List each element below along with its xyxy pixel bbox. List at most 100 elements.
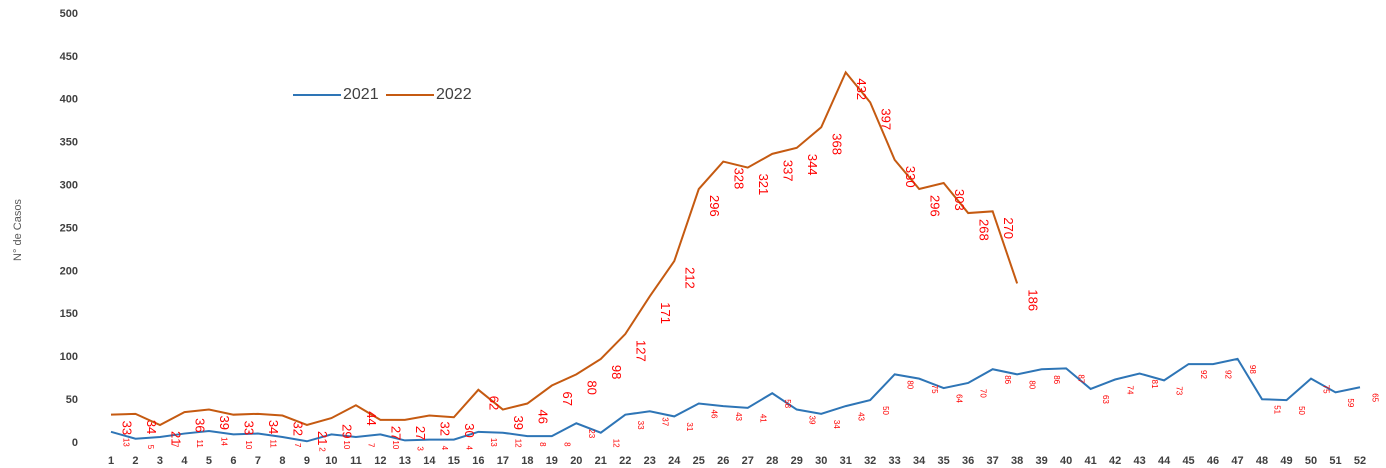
- data-label: 10: [391, 440, 400, 449]
- data-label: 75: [930, 385, 939, 394]
- x-tick-label: 38: [1011, 455, 1023, 467]
- data-label: 7: [171, 443, 180, 448]
- data-label: 8: [562, 442, 571, 447]
- data-label: 98: [1248, 365, 1257, 374]
- data-label: 39: [217, 416, 232, 430]
- x-tick-label: 26: [717, 455, 729, 467]
- y-tick-label: 400: [60, 94, 78, 106]
- data-label: 270: [1001, 217, 1016, 239]
- x-tick-label: 36: [962, 455, 974, 467]
- data-label: 4: [464, 446, 473, 451]
- data-label: 212: [683, 267, 698, 289]
- data-label: 8: [538, 442, 547, 447]
- y-tick-label: 0: [72, 437, 78, 449]
- data-label: 75: [1322, 385, 1331, 394]
- y-tick-label: 350: [60, 137, 78, 149]
- data-label: 36: [193, 418, 208, 432]
- x-tick-label: 45: [1182, 455, 1194, 467]
- data-label: 268: [976, 219, 991, 241]
- data-label: 65: [1371, 393, 1380, 402]
- data-label: 43: [734, 412, 743, 421]
- x-tick-label: 29: [791, 455, 803, 467]
- data-label: 7: [293, 443, 302, 448]
- data-label: 3: [415, 446, 424, 451]
- data-label: 86: [1052, 375, 1061, 384]
- data-label: 44: [364, 411, 379, 425]
- data-label: 73: [1175, 386, 1184, 395]
- x-tick-label: 15: [448, 455, 460, 467]
- data-label: 13: [122, 438, 131, 447]
- data-label: 328: [732, 168, 747, 190]
- series-line: [110, 357, 1361, 443]
- x-tick-label: 24: [668, 455, 681, 467]
- data-label: 14: [220, 437, 229, 446]
- data-label: 13: [489, 438, 498, 447]
- data-label: 80: [585, 380, 600, 394]
- x-tick-label: 51: [1329, 455, 1341, 467]
- data-label: 70: [979, 389, 988, 398]
- y-tick-label: 150: [60, 308, 78, 320]
- x-tick-label: 48: [1256, 455, 1268, 467]
- data-label: 397: [878, 108, 893, 130]
- data-label: 2: [318, 447, 327, 452]
- x-tick-label: 4: [181, 455, 188, 467]
- data-label: 321: [756, 174, 771, 196]
- x-tick-label: 43: [1133, 455, 1145, 467]
- data-label: 80: [905, 380, 914, 389]
- x-tick-label: 50: [1305, 455, 1317, 467]
- data-label: 330: [903, 166, 918, 188]
- x-tick-label: 5: [206, 455, 212, 467]
- y-tick-label: 250: [60, 222, 78, 234]
- y-tick-label: 100: [60, 351, 78, 363]
- x-tick-label: 13: [399, 455, 411, 467]
- data-label: 50: [1297, 406, 1306, 415]
- data-label: 74: [1126, 386, 1135, 395]
- x-tick-label: 52: [1354, 455, 1366, 467]
- data-label: 59: [1346, 398, 1355, 407]
- x-tick-label: 39: [1036, 455, 1048, 467]
- x-tick-label: 28: [766, 455, 778, 467]
- x-tick-label: 37: [987, 455, 999, 467]
- x-tick-label: 9: [304, 455, 310, 467]
- data-label: 34: [266, 420, 281, 434]
- x-tick-label: 11: [350, 455, 362, 467]
- x-tick-label: 25: [693, 455, 705, 467]
- data-label: 87: [1077, 374, 1086, 383]
- data-label: 7: [366, 443, 375, 448]
- data-label: 32: [291, 422, 306, 436]
- data-label: 11: [269, 440, 278, 449]
- data-label: 11: [195, 440, 204, 449]
- x-tick-label: 2: [132, 455, 138, 467]
- data-label: 296: [927, 195, 942, 217]
- data-label: 62: [487, 396, 502, 410]
- data-label: 171: [658, 302, 673, 324]
- data-label: 368: [829, 133, 844, 155]
- x-tick-label: 20: [570, 455, 582, 467]
- x-tick-label: 19: [546, 455, 558, 467]
- x-tick-label: 8: [279, 455, 285, 467]
- data-label: 67: [560, 392, 575, 406]
- data-label: 5: [146, 445, 155, 450]
- x-tick-label: 21: [595, 455, 607, 467]
- data-label: 30: [462, 423, 477, 437]
- data-label: 46: [709, 410, 718, 419]
- x-tick-label: 7: [255, 455, 261, 467]
- data-label: 23: [587, 429, 596, 438]
- data-label: 80: [1028, 380, 1037, 389]
- y-axis-title: N° de Casos: [12, 199, 24, 261]
- y-tick-label: 200: [60, 265, 78, 277]
- data-label: 33: [119, 421, 134, 435]
- data-label: 41: [758, 414, 767, 423]
- x-tick-label: 44: [1158, 455, 1171, 467]
- series-line: [110, 70, 1019, 427]
- data-label: 4: [440, 446, 449, 451]
- x-tick-label: 46: [1207, 455, 1219, 467]
- data-label: 33: [242, 421, 257, 435]
- x-tick-label: 3: [157, 455, 163, 467]
- data-label: 92: [1224, 370, 1233, 379]
- x-tick-label: 6: [230, 455, 236, 467]
- data-label: 64: [954, 394, 963, 403]
- data-label: 27: [413, 426, 428, 440]
- data-label: 51: [1273, 405, 1282, 414]
